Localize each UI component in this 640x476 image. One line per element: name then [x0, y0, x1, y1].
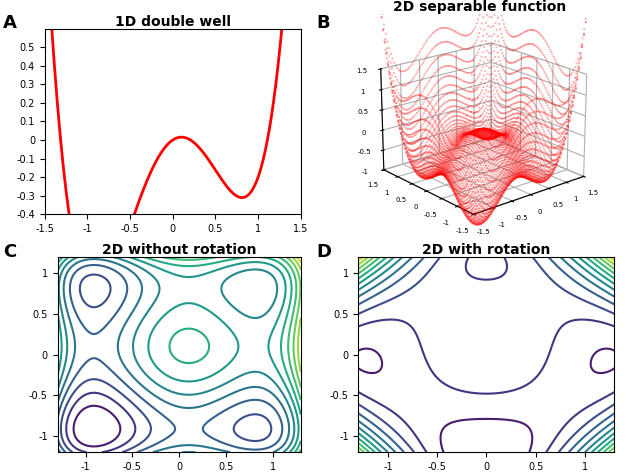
- Text: D: D: [317, 243, 332, 261]
- Title: 2D separable function: 2D separable function: [394, 0, 566, 14]
- Text: A: A: [3, 14, 17, 32]
- Title: 2D without rotation: 2D without rotation: [102, 243, 257, 257]
- Text: B: B: [317, 14, 330, 32]
- Title: 1D double well: 1D double well: [115, 15, 231, 29]
- Title: 2D with rotation: 2D with rotation: [422, 243, 550, 257]
- Text: C: C: [3, 243, 17, 261]
